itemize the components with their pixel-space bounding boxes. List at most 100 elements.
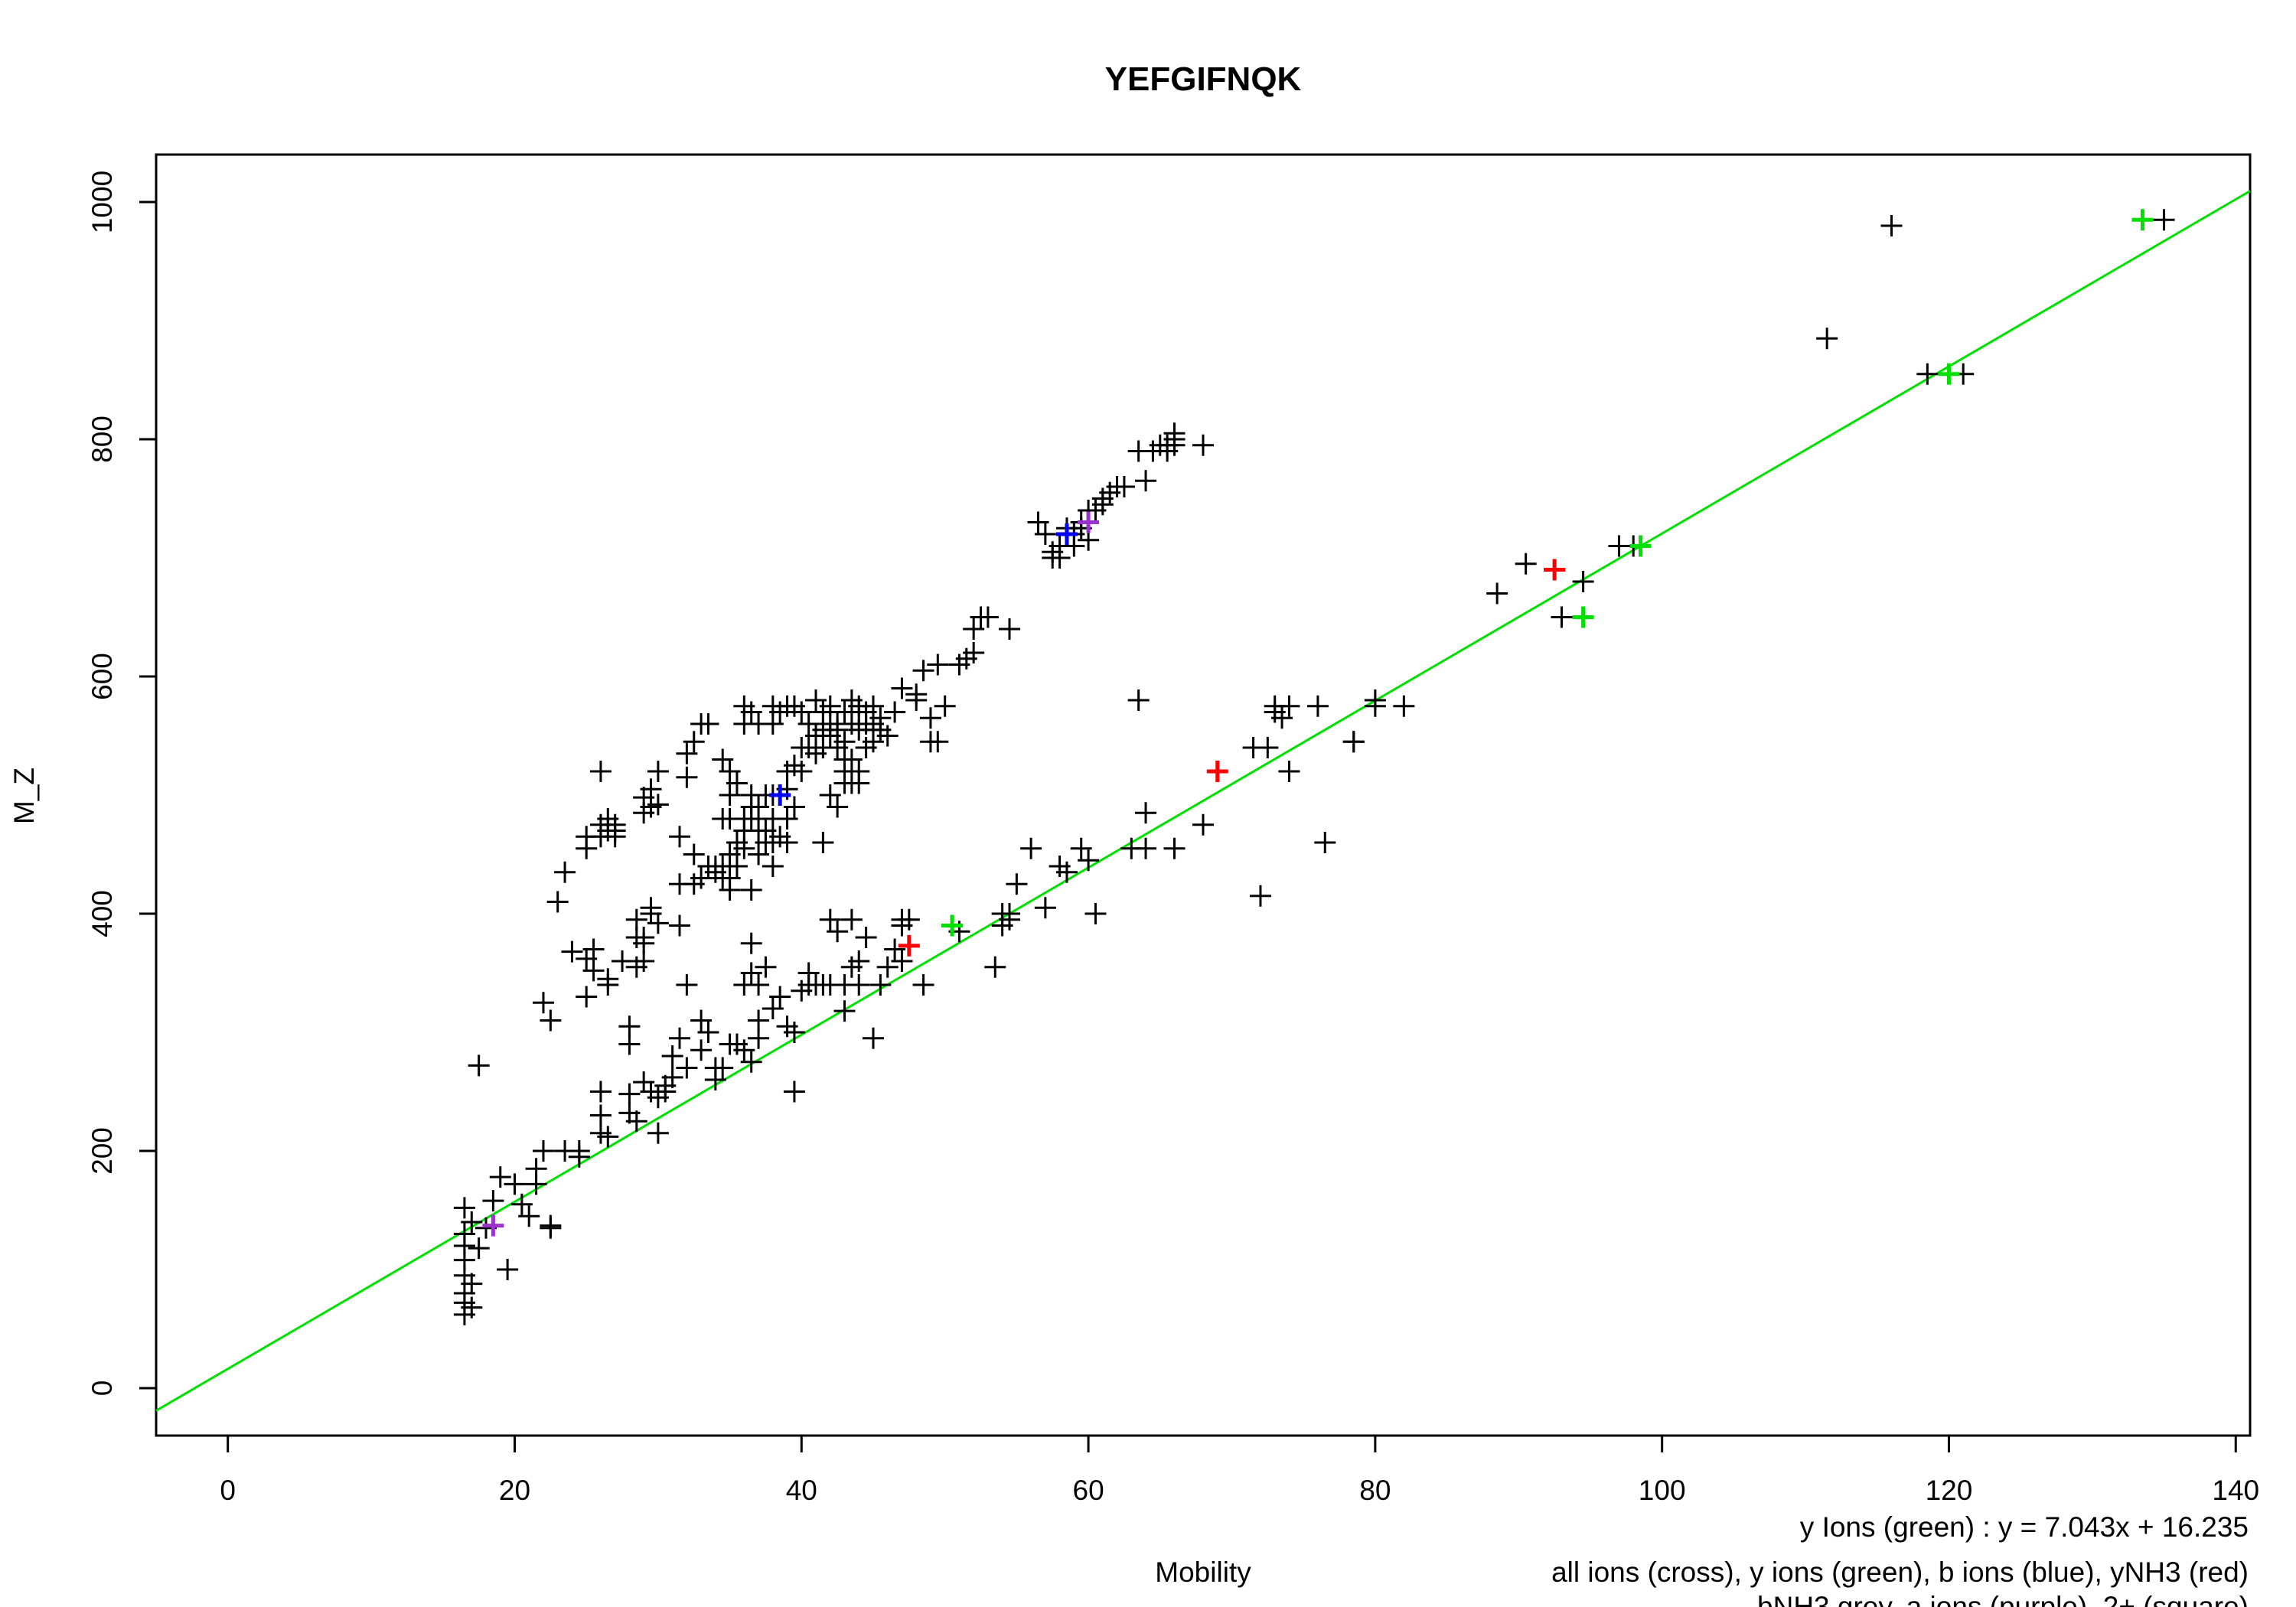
- data-point: [1034, 523, 1056, 545]
- data-point: [840, 908, 863, 931]
- data-point: [612, 950, 634, 972]
- data-point: [719, 843, 741, 865]
- data-point: [977, 606, 999, 628]
- data-point: [1135, 837, 1157, 859]
- data-point: [618, 1083, 641, 1105]
- data-point: [740, 879, 762, 901]
- y-axis-label: M_Z: [8, 768, 40, 824]
- data-point: [869, 974, 892, 996]
- data-point: [748, 974, 770, 996]
- fit-equation-label: y Ions (green) : y = 7.043x + 16.235: [1800, 1511, 2249, 1543]
- data-point: [604, 826, 626, 848]
- data-point: [797, 713, 820, 735]
- data-point: [647, 1122, 669, 1144]
- series-group: [898, 559, 1566, 957]
- data-point: [676, 1057, 698, 1079]
- data-point: [748, 1027, 770, 1049]
- data-point: [1306, 695, 1329, 717]
- data-point: [740, 1051, 762, 1073]
- data-point: [1006, 873, 1028, 895]
- data-point: [934, 695, 956, 717]
- data-point: [876, 956, 899, 978]
- data-point: [532, 992, 554, 1014]
- data-point: [1206, 761, 1228, 782]
- data-point: [833, 1000, 856, 1022]
- data-point: [941, 914, 964, 937]
- data-point: [697, 1022, 719, 1043]
- series-group: [453, 209, 2175, 1325]
- data-point: [489, 1166, 511, 1188]
- data-point: [712, 748, 734, 771]
- data-point: [2131, 209, 2154, 231]
- data-point: [733, 837, 755, 859]
- data-point: [1249, 885, 1271, 907]
- series-group: [482, 511, 1100, 1237]
- x-axis-label: Mobility: [1155, 1556, 1251, 1588]
- data-point: [748, 843, 770, 865]
- data-point: [1257, 737, 1279, 758]
- data-point: [647, 761, 669, 782]
- data-point: [568, 1146, 590, 1168]
- data-point: [783, 1022, 805, 1043]
- data-point: [898, 908, 920, 931]
- data-point: [461, 1211, 483, 1233]
- data-point: [1084, 903, 1107, 924]
- data-point: [540, 1009, 562, 1032]
- data-point: [1055, 861, 1078, 883]
- data-point: [1163, 837, 1186, 859]
- data-point: [1314, 832, 1336, 853]
- data-point: [905, 689, 928, 711]
- series-group: [769, 523, 1078, 806]
- data-point: [748, 796, 770, 818]
- data-point: [669, 1027, 690, 1049]
- data-point: [461, 1296, 483, 1319]
- data-point: [2153, 209, 2175, 231]
- data-point: [518, 1205, 540, 1227]
- data-point: [862, 731, 884, 753]
- data-point: [884, 701, 906, 723]
- data-point: [855, 927, 877, 948]
- data-point: [482, 1190, 504, 1212]
- data-point: [676, 766, 698, 788]
- x-tick-label: 80: [1359, 1475, 1391, 1506]
- data-point: [453, 1197, 475, 1219]
- data-point: [461, 1273, 483, 1295]
- y-tick-label: 1000: [86, 171, 118, 233]
- data-point: [891, 677, 913, 699]
- data-point: [1515, 553, 1537, 575]
- data-point: [1020, 837, 1042, 859]
- x-tick-label: 140: [2212, 1475, 2259, 1506]
- axis-layer: 0 20 40 60 80 100 120 140 0 200 400 600 800 1000: [86, 171, 2259, 1506]
- data-point: [719, 879, 741, 901]
- data-point: [912, 974, 934, 996]
- data-point: [661, 1066, 683, 1088]
- data-point: [740, 701, 762, 723]
- data-point: [683, 731, 705, 753]
- fit-line: [155, 190, 2251, 1412]
- data-point: [1816, 328, 1838, 350]
- series-group: [941, 209, 2154, 937]
- legend-line-2: bNH3 grey, a ions (purple), 2+ (square): [1757, 1591, 2249, 1607]
- data-point: [482, 1214, 504, 1237]
- data-point: [1271, 707, 1293, 729]
- data-point: [1135, 802, 1157, 824]
- data-point: [1055, 523, 1078, 545]
- data-point: [589, 761, 612, 782]
- data-point: [827, 921, 849, 943]
- data-point: [791, 701, 813, 723]
- data-point: [762, 856, 784, 877]
- marks-layer: [453, 209, 2175, 1325]
- data-point: [661, 1045, 683, 1067]
- y-tick-label: 600: [86, 653, 118, 700]
- data-point: [1113, 476, 1135, 497]
- data-point: [1544, 559, 1566, 581]
- data-point: [669, 826, 690, 848]
- legend-line-1: all ions (cross), y ions (green), b ions…: [1551, 1556, 2249, 1588]
- data-point: [840, 748, 863, 771]
- data-point: [783, 1081, 805, 1103]
- fit-layer: [155, 190, 2251, 1412]
- x-tick-label: 20: [499, 1475, 530, 1506]
- data-point: [510, 1193, 533, 1215]
- data-point: [468, 1054, 490, 1077]
